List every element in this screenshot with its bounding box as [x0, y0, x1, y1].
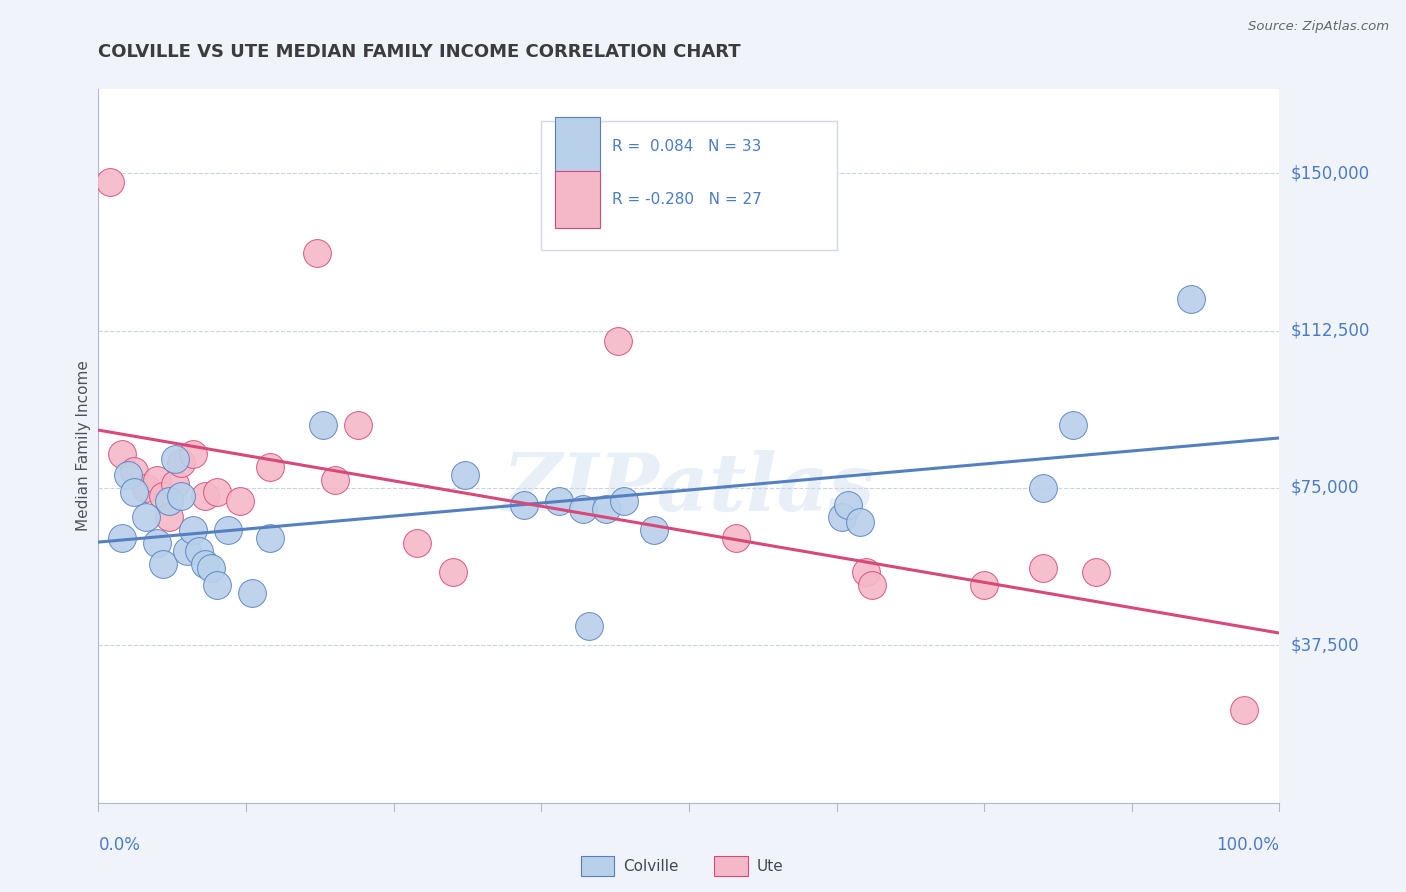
Point — [1085, 565, 1108, 579]
Point — [170, 456, 193, 470]
Point — [725, 532, 748, 546]
Point — [205, 485, 228, 500]
Point — [571, 502, 593, 516]
Point — [181, 447, 204, 461]
Point — [1180, 292, 1202, 306]
Point — [135, 481, 157, 495]
Point — [1233, 703, 1256, 717]
Text: ZIPatlas: ZIPatlas — [503, 450, 875, 527]
Text: Colville: Colville — [623, 859, 678, 873]
Point — [548, 493, 571, 508]
Text: Source: ZipAtlas.com: Source: ZipAtlas.com — [1249, 20, 1389, 33]
Text: COLVILLE VS UTE MEDIAN FAMILY INCOME CORRELATION CHART: COLVILLE VS UTE MEDIAN FAMILY INCOME COR… — [98, 43, 741, 61]
Point — [152, 557, 174, 571]
Point — [613, 493, 636, 508]
Point — [347, 417, 370, 432]
Point — [205, 577, 228, 591]
Point — [578, 619, 600, 633]
Point — [441, 565, 464, 579]
Text: 0.0%: 0.0% — [98, 836, 141, 855]
Point — [194, 557, 217, 571]
Point — [152, 489, 174, 503]
Point — [194, 489, 217, 503]
Point — [837, 498, 859, 512]
Point — [643, 523, 665, 537]
Point — [860, 577, 883, 591]
Point — [165, 451, 187, 466]
Text: 100.0%: 100.0% — [1216, 836, 1279, 855]
Point — [187, 544, 209, 558]
Text: $112,500: $112,500 — [1291, 321, 1369, 340]
FancyBboxPatch shape — [555, 171, 600, 228]
Point — [111, 532, 134, 546]
Point — [146, 535, 169, 549]
Point — [181, 523, 204, 537]
Point — [157, 493, 180, 508]
Point — [146, 473, 169, 487]
Text: $150,000: $150,000 — [1291, 164, 1369, 182]
Point — [1032, 481, 1054, 495]
Point — [305, 246, 328, 260]
Y-axis label: Median Family Income: Median Family Income — [76, 360, 91, 532]
Text: Ute: Ute — [756, 859, 783, 873]
Point — [849, 515, 872, 529]
Point — [111, 447, 134, 461]
Point — [1032, 560, 1054, 574]
Point — [1062, 417, 1084, 432]
Point — [157, 510, 180, 524]
Point — [165, 476, 187, 491]
FancyBboxPatch shape — [555, 118, 600, 175]
Text: $37,500: $37,500 — [1291, 636, 1360, 655]
Point — [259, 532, 281, 546]
Point — [259, 460, 281, 475]
Point — [122, 485, 145, 500]
Point — [831, 510, 853, 524]
Point — [117, 468, 139, 483]
Point — [406, 535, 429, 549]
Point — [595, 502, 617, 516]
Point — [217, 523, 239, 537]
Point — [122, 464, 145, 478]
Point — [312, 417, 335, 432]
Point — [973, 577, 995, 591]
Text: R = -0.280   N = 27: R = -0.280 N = 27 — [612, 192, 762, 207]
Point — [855, 565, 877, 579]
Point — [200, 560, 222, 574]
Point — [176, 544, 198, 558]
Point — [135, 510, 157, 524]
FancyBboxPatch shape — [541, 121, 837, 250]
Text: R =  0.084   N = 33: R = 0.084 N = 33 — [612, 138, 762, 153]
Point — [323, 473, 346, 487]
Point — [98, 175, 121, 189]
Point — [453, 468, 475, 483]
Text: $75,000: $75,000 — [1291, 479, 1360, 497]
Point — [512, 498, 534, 512]
Point — [240, 586, 263, 600]
Point — [170, 489, 193, 503]
Point — [229, 493, 252, 508]
Point — [607, 334, 630, 348]
